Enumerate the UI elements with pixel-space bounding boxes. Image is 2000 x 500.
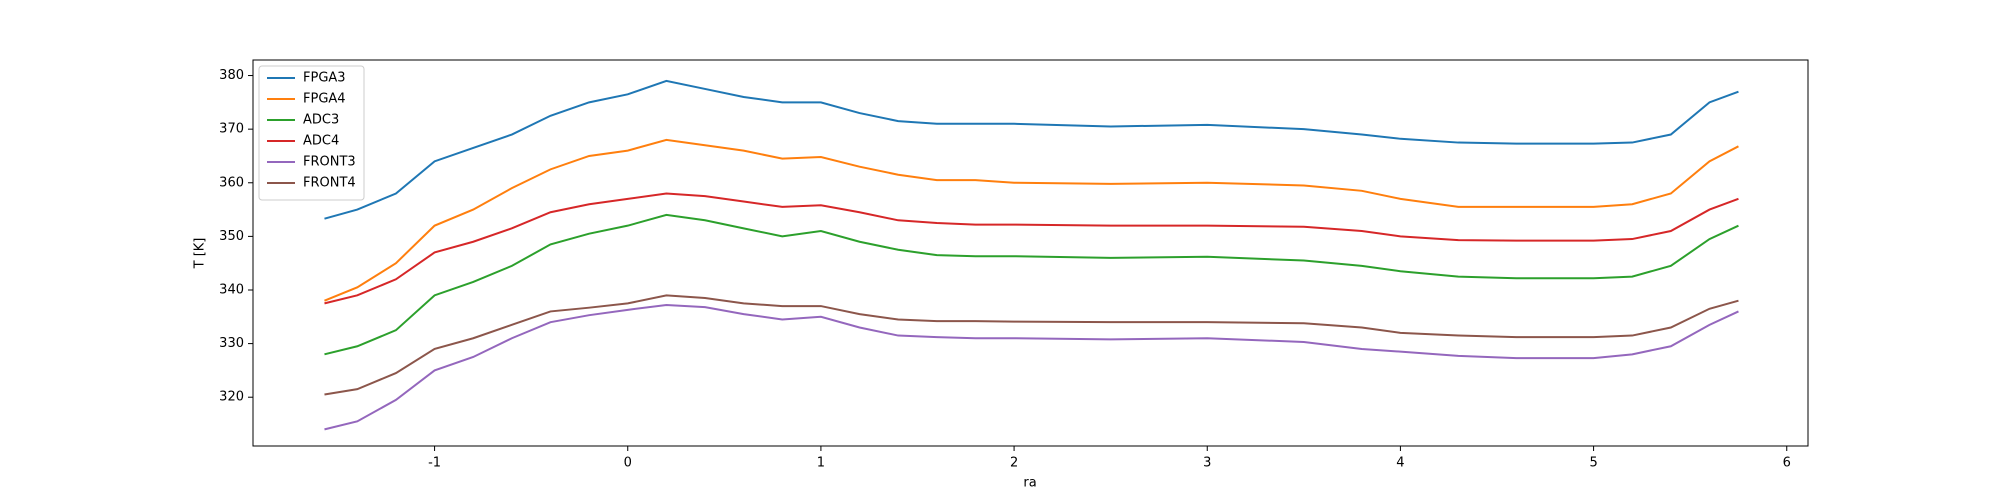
y-tick-label: 320: [219, 390, 244, 405]
series-line: [324, 79, 1739, 220]
y-tick-label: 330: [219, 336, 244, 351]
x-tick-label: -1: [428, 456, 441, 471]
series-line: [324, 138, 1739, 302]
x-tick-label: 4: [1396, 456, 1404, 471]
series-line: [324, 294, 1739, 396]
legend-label: ADC3: [303, 113, 339, 128]
series-line: [324, 213, 1739, 356]
legend-label: FPGA4: [303, 92, 346, 107]
x-tick-label: 2: [1010, 456, 1018, 471]
y-axis-label: T [K]: [193, 238, 208, 270]
y-tick-label: 350: [219, 229, 244, 244]
legend-label: FRONT4: [303, 176, 356, 191]
x-tick-label: 1: [817, 456, 825, 471]
x-tick-label: 5: [1589, 456, 1597, 471]
y-tick-label: 340: [219, 282, 244, 297]
series-line: [324, 192, 1739, 305]
legend-label: ADC4: [303, 134, 339, 149]
x-axis-label: ra: [1023, 476, 1036, 491]
legend-label: FPGA3: [303, 71, 346, 86]
x-tick-label: 3: [1203, 456, 1211, 471]
x-tick-label: 0: [624, 456, 632, 471]
y-tick-label: 360: [219, 175, 244, 190]
x-tick-label: 6: [1783, 456, 1791, 471]
series-line: [324, 303, 1739, 431]
y-tick-label: 380: [219, 68, 244, 83]
legend-label: FRONT3: [303, 155, 356, 170]
plot-frame: [252, 59, 1809, 447]
y-tick-label: 370: [219, 122, 244, 137]
